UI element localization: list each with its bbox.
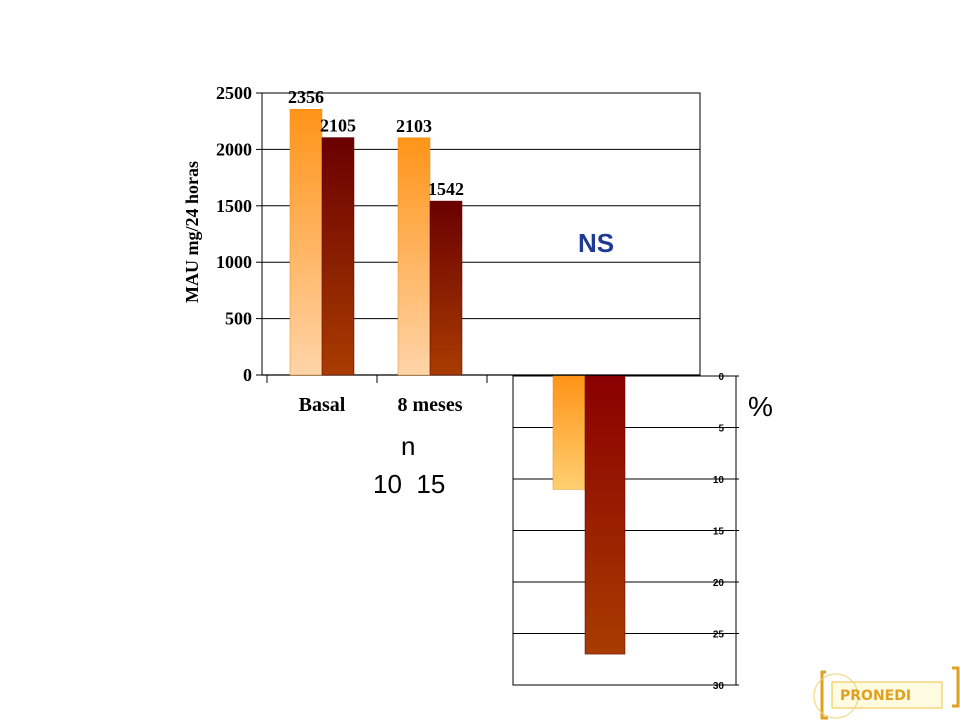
n-label: n [401, 431, 415, 461]
main-bar [397, 137, 431, 376]
main-y-tick-label: 1000 [216, 252, 252, 272]
main-y-tick-label: 500 [225, 309, 252, 329]
main-data-label: 2105 [320, 116, 356, 136]
percent-y-tick-label: 30 [713, 681, 725, 692]
pronedi-logo: PRONEDI [813, 666, 960, 720]
main-bars [289, 108, 463, 376]
main-y-tick-label: 2000 [216, 139, 252, 159]
logo-right-bracket [952, 666, 960, 708]
main-bar [429, 200, 463, 376]
logo-badge [831, 681, 943, 709]
main-data-label: 1542 [428, 179, 464, 199]
main-y-tick-label: 1500 [216, 196, 252, 216]
percent-unit-label: % [748, 391, 773, 422]
significance-label: NS [578, 228, 614, 258]
main-y-axis-label: MAU mg/24 horas [182, 161, 202, 303]
percent-bars [552, 375, 626, 655]
percent-y-tick-label: 15 [713, 527, 725, 538]
main-data-label: 2103 [396, 116, 432, 136]
n-values: 10 15 [373, 469, 445, 499]
main-category-label: 8 meses [398, 394, 463, 416]
main-data-label: 2356 [288, 87, 324, 107]
main-bar [289, 108, 323, 376]
percent-bar [552, 375, 586, 490]
main-y-ticks: 0 500 1000 1500 2000 2500 [216, 83, 700, 385]
chart-main: 0 500 1000 1500 2000 2500 2356 2105 2103 1542 Ba… [182, 83, 701, 416]
logo-text: PRONEDI [840, 688, 911, 704]
logo-circle-accent [813, 673, 859, 719]
percent-y-ticks: 0 5 10 15 20 25 30 [713, 372, 739, 692]
main-y-tick-label: 0 [243, 365, 252, 385]
main-y-tick-label: 2500 [216, 83, 252, 103]
percent-y-tick-label: 25 [713, 630, 725, 641]
percent-y-tick-label: 20 [713, 578, 725, 589]
percent-y-tick-label: 0 [718, 372, 724, 383]
percent-bar [584, 375, 626, 655]
logo-left-bracket [820, 670, 828, 720]
percent-y-tick-label: 10 [713, 475, 725, 486]
percent-y-tick-label: 5 [718, 424, 724, 435]
main-category-labels: Basal 8 meses [299, 394, 463, 416]
main-category-label: Basal [299, 394, 346, 416]
main-data-labels: 2356 2105 2103 1542 [288, 87, 464, 199]
chart-percent-change: 0 5 10 15 20 25 30 % [512, 372, 773, 692]
main-bar [321, 137, 355, 376]
